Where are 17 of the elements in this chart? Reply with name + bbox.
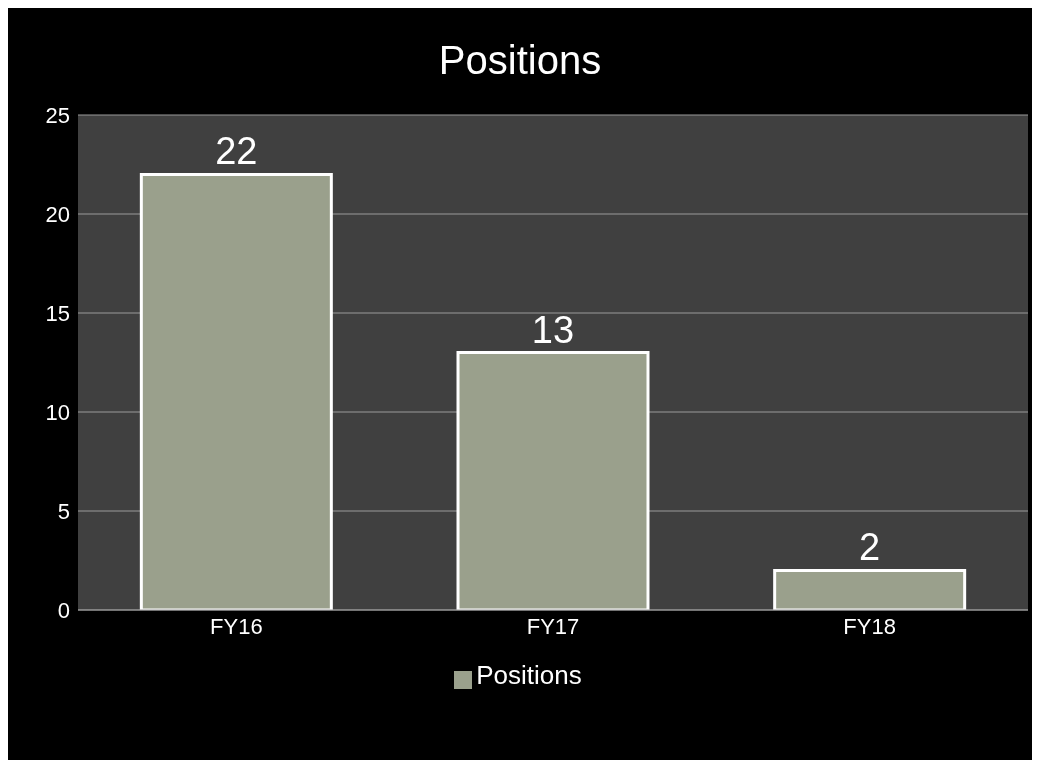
- x-tick-label: FY17: [526, 613, 580, 639]
- data-label: 2: [859, 526, 881, 569]
- y-tick-label: 15: [45, 300, 70, 326]
- x-tick-label: FY16: [210, 613, 263, 639]
- chart-title: Positions: [437, 38, 603, 83]
- y-tick-label: 0: [57, 597, 70, 623]
- y-tick-label: 5: [57, 498, 70, 524]
- y-tick-label: 25: [45, 102, 70, 128]
- bar: [456, 351, 650, 610]
- data-label: 13: [531, 308, 575, 351]
- legend-label: Positions: [476, 660, 582, 690]
- x-tick-label: FY18: [843, 613, 896, 639]
- y-tick-label: 10: [45, 399, 70, 425]
- bar: [139, 172, 333, 610]
- data-label: 22: [215, 130, 258, 173]
- y-tick-label: 20: [45, 201, 70, 227]
- bar: [773, 568, 967, 610]
